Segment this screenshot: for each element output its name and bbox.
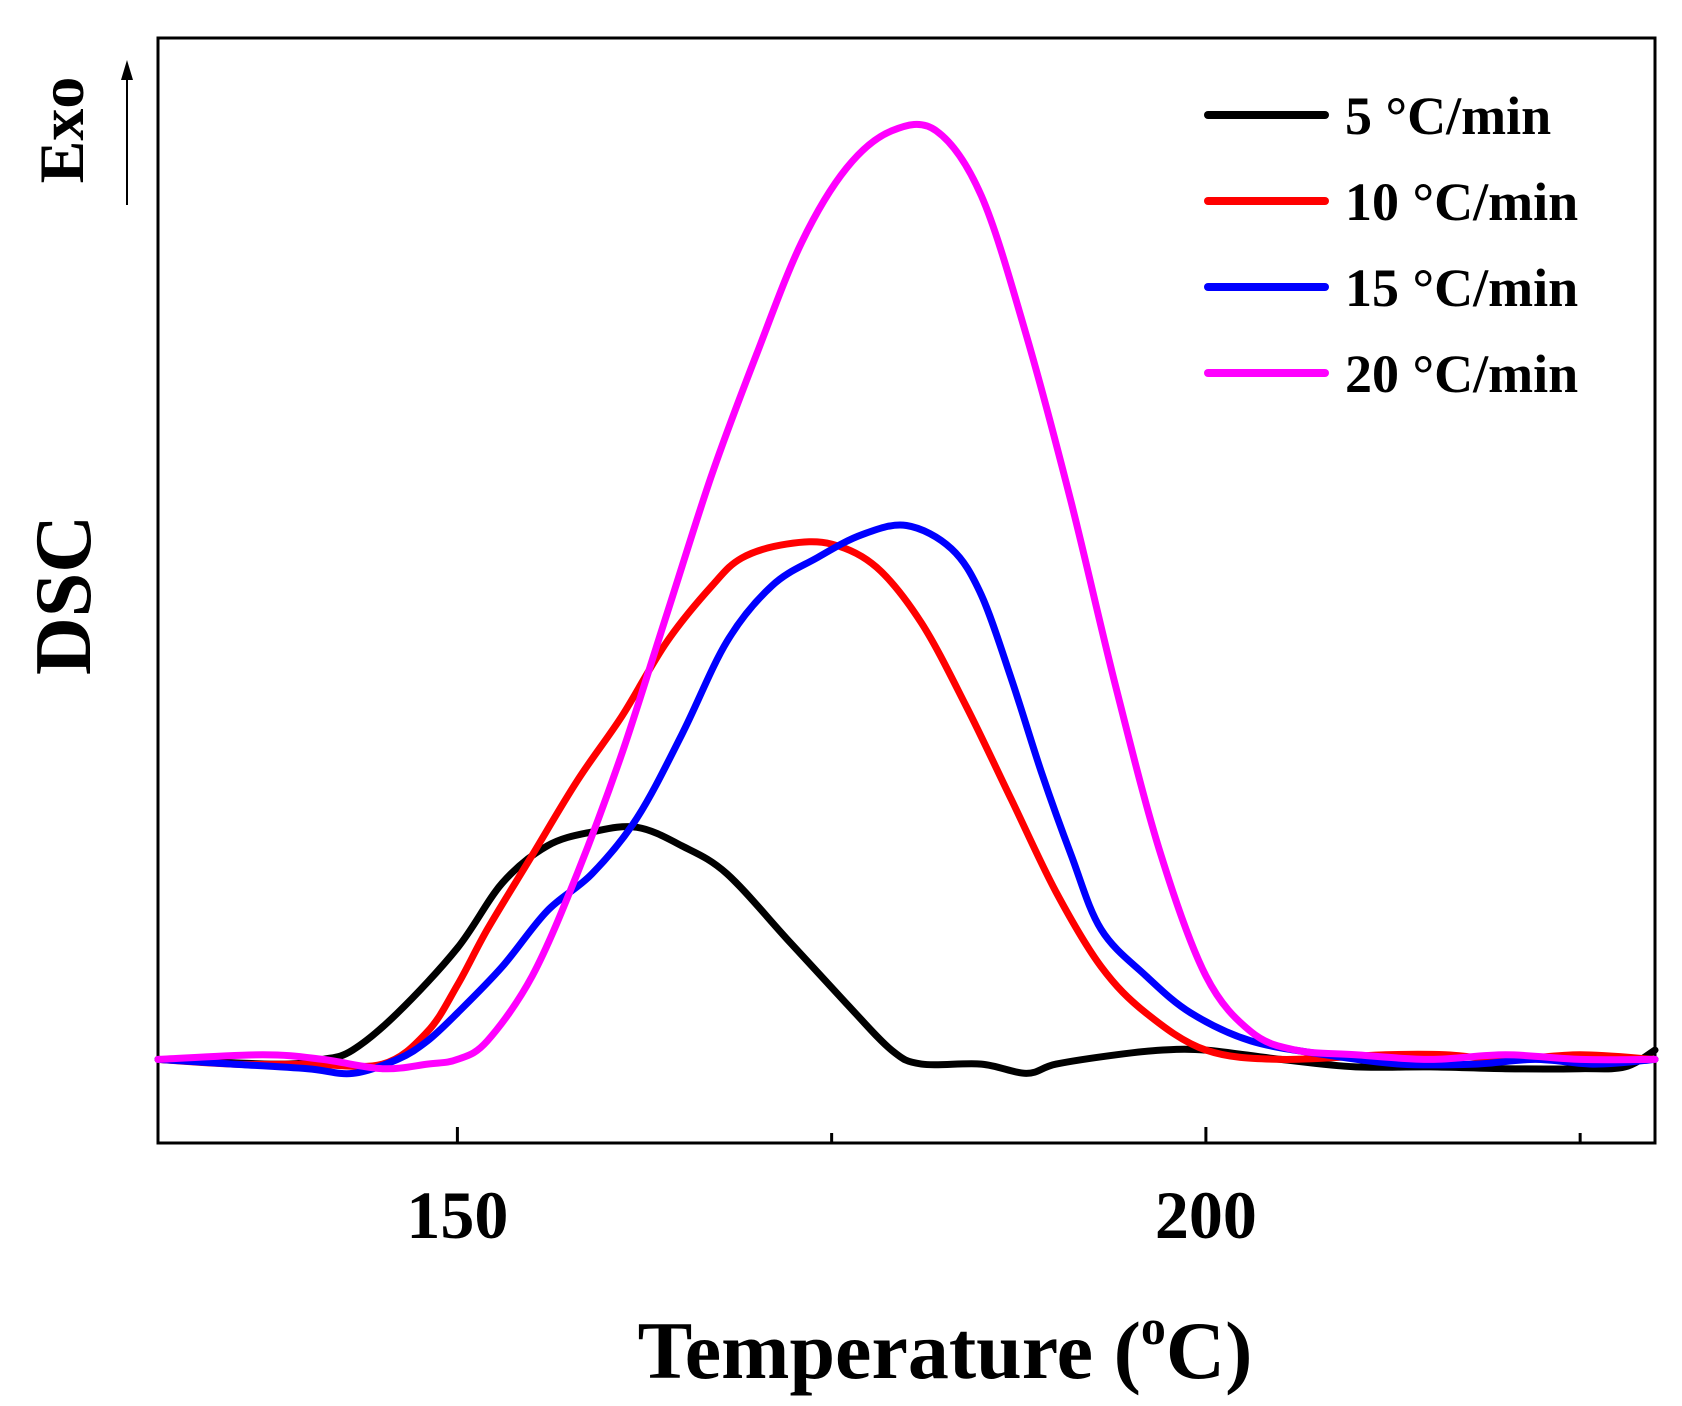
- x-axis-title-main: Temperature (: [638, 1305, 1141, 1396]
- x-axis-title-superscript: o: [1141, 1299, 1166, 1355]
- series-line-1: [154, 538, 1659, 1070]
- legend-label-1: 10 °C/min: [1345, 172, 1578, 232]
- plot-frame: [156, 36, 1657, 1145]
- series-layer: [154, 120, 1659, 1078]
- x-tick-label: 150: [406, 1177, 508, 1253]
- x-axis-title: Temperature (oC): [638, 1299, 1253, 1396]
- x-tick-label: 200: [1155, 1177, 1257, 1253]
- series-line-3: [154, 120, 1659, 1073]
- exo-arrow-icon: [121, 60, 133, 205]
- x-axis-title-end: C): [1166, 1305, 1253, 1396]
- legend-label-2: 15 °C/min: [1345, 258, 1578, 318]
- legend-label-0: 5 °C/min: [1345, 86, 1551, 146]
- legend-label-3: 20 °C/min: [1345, 344, 1578, 404]
- series-line-0: [154, 823, 1659, 1077]
- exo-label: Exo: [26, 77, 97, 184]
- legend: 5 °C/min 10 °C/min 15 °C/min 20 °C/min: [1204, 86, 1578, 404]
- y-axis-title: DSC: [20, 515, 108, 675]
- series-line-2: [154, 521, 1659, 1078]
- x-axis-ticks: 150 200: [406, 1127, 1582, 1253]
